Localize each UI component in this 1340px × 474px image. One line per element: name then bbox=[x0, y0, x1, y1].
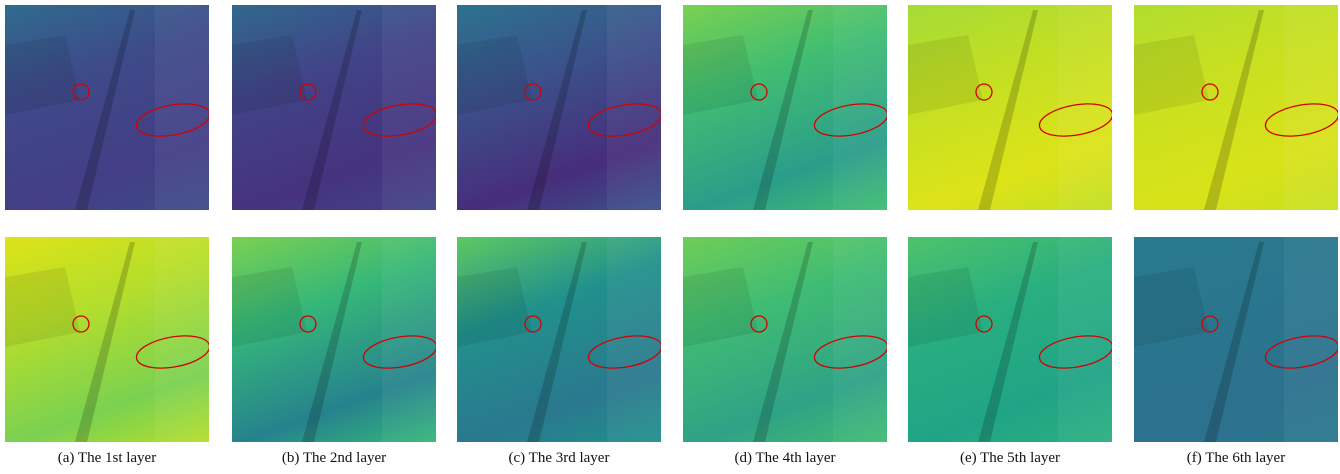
field bbox=[5, 35, 80, 115]
feature-map bbox=[232, 237, 436, 442]
road bbox=[527, 10, 587, 210]
feature-map bbox=[1134, 237, 1338, 442]
road bbox=[302, 242, 362, 442]
field bbox=[5, 267, 80, 347]
feature-map bbox=[908, 237, 1112, 442]
field bbox=[833, 5, 887, 210]
road bbox=[978, 242, 1038, 442]
feature-map bbox=[683, 5, 887, 210]
overlay bbox=[1134, 237, 1338, 442]
field bbox=[1284, 237, 1338, 442]
overlay bbox=[683, 5, 887, 210]
overlay bbox=[1134, 5, 1338, 210]
field bbox=[908, 35, 983, 115]
field bbox=[382, 237, 436, 442]
feature-map bbox=[5, 237, 209, 442]
road bbox=[753, 10, 813, 210]
field bbox=[607, 5, 661, 210]
field bbox=[1284, 5, 1338, 210]
road bbox=[1204, 10, 1264, 210]
field bbox=[607, 237, 661, 442]
field bbox=[1134, 267, 1209, 347]
road bbox=[75, 10, 135, 210]
field bbox=[155, 237, 209, 442]
field bbox=[833, 237, 887, 442]
overlay bbox=[232, 237, 436, 442]
caption: (e) The 5th layer bbox=[897, 450, 1123, 467]
road bbox=[75, 242, 135, 442]
field bbox=[683, 35, 758, 115]
feature-map bbox=[457, 5, 661, 210]
caption: (f) The 6th layer bbox=[1123, 450, 1340, 467]
field bbox=[1058, 237, 1112, 442]
field bbox=[457, 267, 532, 347]
overlay bbox=[908, 237, 1112, 442]
road bbox=[1204, 242, 1264, 442]
feature-map bbox=[1134, 5, 1338, 210]
road bbox=[753, 242, 813, 442]
overlay bbox=[5, 5, 209, 210]
feature-map bbox=[457, 237, 661, 442]
overlay bbox=[5, 237, 209, 442]
field bbox=[683, 267, 758, 347]
road bbox=[978, 10, 1038, 210]
feature-map bbox=[908, 5, 1112, 210]
feature-map bbox=[5, 5, 209, 210]
overlay bbox=[908, 5, 1112, 210]
caption: (c) The 3rd layer bbox=[446, 450, 672, 467]
field bbox=[232, 267, 307, 347]
field bbox=[1134, 35, 1209, 115]
figure: (a) The 1st layer(b) The 2nd layer(c) Th… bbox=[0, 0, 1340, 474]
road bbox=[302, 10, 362, 210]
feature-map bbox=[232, 5, 436, 210]
field bbox=[232, 35, 307, 115]
field bbox=[155, 5, 209, 210]
overlay bbox=[457, 237, 661, 442]
overlay bbox=[457, 5, 661, 210]
caption: (a) The 1st layer bbox=[0, 450, 220, 467]
field bbox=[382, 5, 436, 210]
field bbox=[457, 35, 532, 115]
feature-map bbox=[683, 237, 887, 442]
field bbox=[1058, 5, 1112, 210]
caption: (b) The 2nd layer bbox=[221, 450, 447, 467]
field bbox=[908, 267, 983, 347]
overlay bbox=[683, 237, 887, 442]
overlay bbox=[232, 5, 436, 210]
caption: (d) The 4th layer bbox=[672, 450, 898, 467]
road bbox=[527, 242, 587, 442]
